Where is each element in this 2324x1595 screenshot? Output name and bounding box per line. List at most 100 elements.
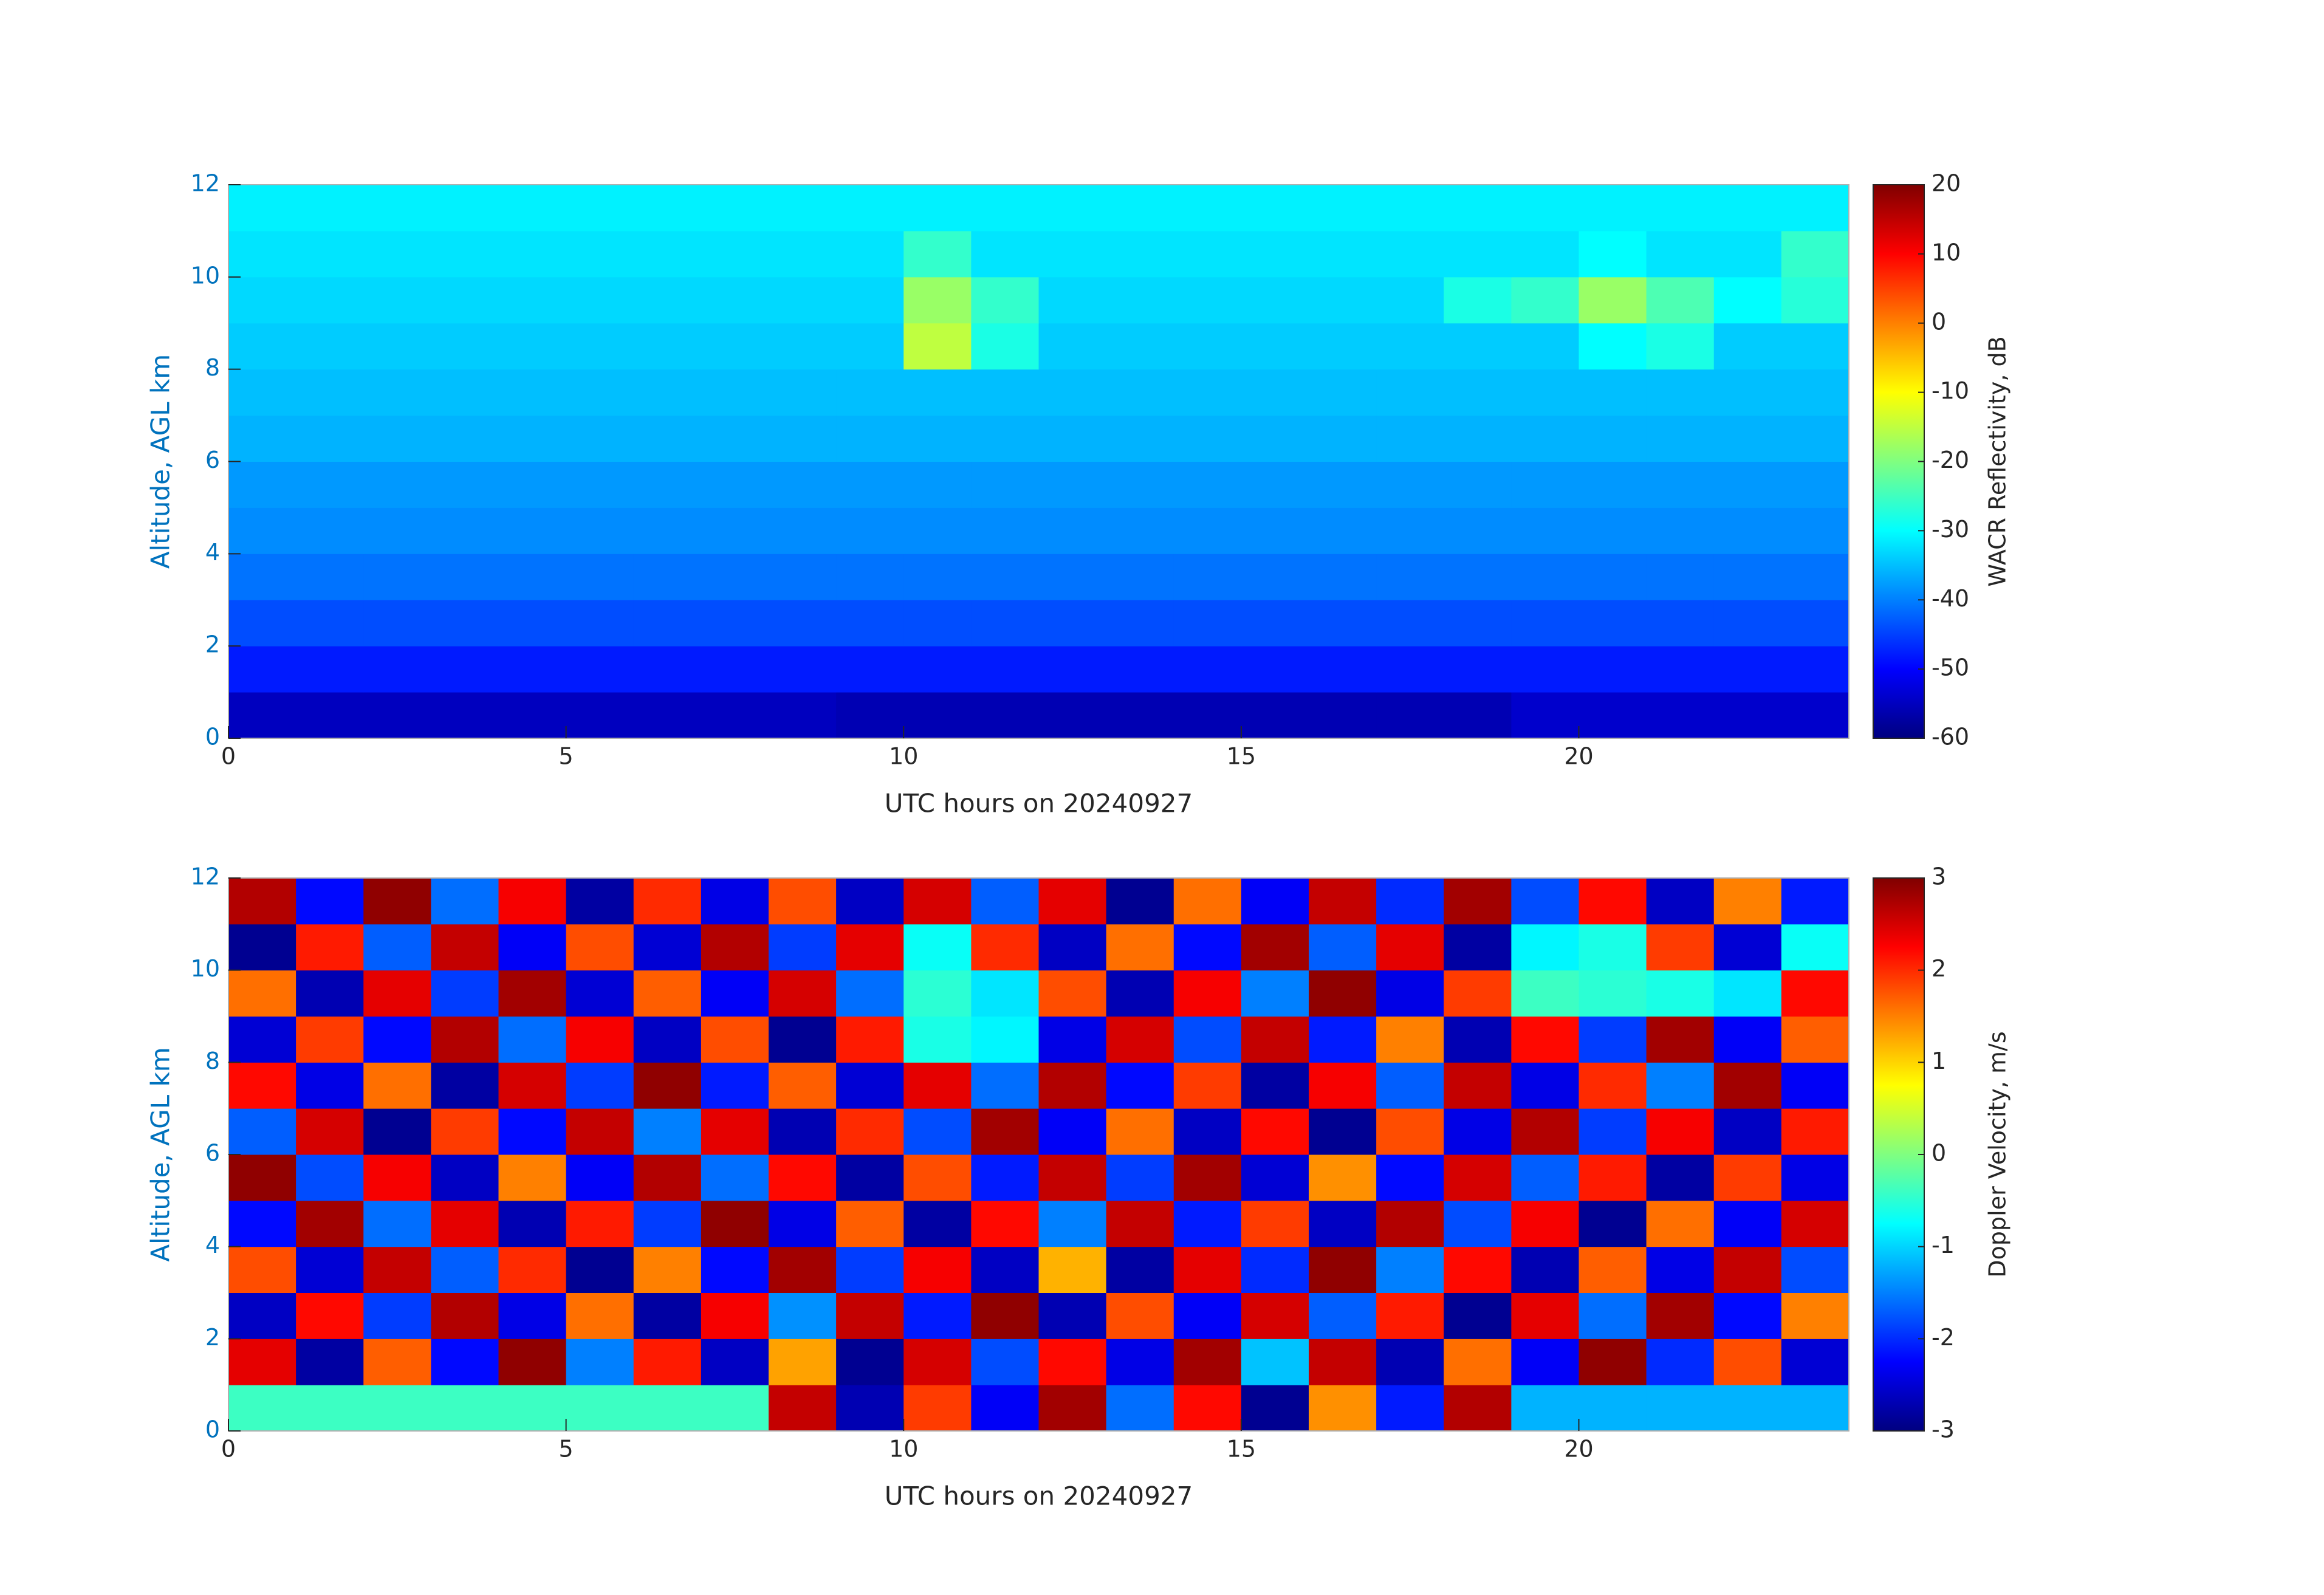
heatmap-cell xyxy=(1578,1062,1647,1109)
heatmap-cell xyxy=(498,230,567,278)
heatmap-cell xyxy=(836,1385,904,1432)
heatmap-cell xyxy=(498,185,567,232)
heatmap-cell xyxy=(1106,1200,1174,1247)
heatmap-cell xyxy=(566,600,634,647)
heatmap-cell xyxy=(1646,323,1715,370)
heatmap-cell xyxy=(971,185,1039,232)
heatmap-cell xyxy=(903,1385,972,1432)
colorbar-tick-label: -3 xyxy=(1932,1416,1955,1443)
heatmap-cell xyxy=(1106,1292,1174,1339)
heatmap-cell xyxy=(903,878,972,925)
heatmap-cell xyxy=(566,185,634,232)
heatmap-cell xyxy=(836,924,904,971)
heatmap-cell xyxy=(431,1292,499,1339)
y-axis-label: Altitude, AGL km xyxy=(146,1047,176,1261)
colorbar-label: Doppler Velocity, m/s xyxy=(1984,1031,2011,1277)
heatmap-cell xyxy=(1309,1062,1377,1109)
heatmap-cell xyxy=(1173,692,1242,739)
heatmap-cell xyxy=(701,1108,769,1155)
heatmap-cell xyxy=(431,1200,499,1247)
heatmap-cell xyxy=(971,1200,1039,1247)
colorbar-tick-label: 1 xyxy=(1932,1048,1946,1074)
y-tick-label: 2 xyxy=(205,631,220,658)
heatmap-cell xyxy=(228,323,296,370)
heatmap-cell xyxy=(769,692,837,739)
heatmap-cell xyxy=(1713,878,1782,925)
heatmap-cell xyxy=(1578,276,1647,324)
heatmap-cell xyxy=(1578,924,1647,971)
heatmap-cell xyxy=(1241,461,1309,508)
heatmap-cell xyxy=(633,1385,702,1432)
heatmap-cell xyxy=(1511,970,1579,1017)
heatmap-cell xyxy=(431,415,499,462)
heatmap-cell xyxy=(836,323,904,370)
heatmap-cell xyxy=(431,230,499,278)
heatmap-cell xyxy=(1376,600,1444,647)
heatmap-cell xyxy=(498,970,567,1017)
x-tick-label: 20 xyxy=(1564,743,1593,770)
heatmap-cell xyxy=(1781,1200,1849,1247)
heatmap-cell xyxy=(903,1339,972,1385)
heatmap xyxy=(228,878,1849,1432)
heatmap-cell xyxy=(566,1385,634,1432)
heatmap-cell xyxy=(1106,1339,1174,1385)
heatmap-cell xyxy=(1646,1292,1715,1339)
heatmap-cell xyxy=(566,507,634,554)
heatmap-cell xyxy=(1173,970,1242,1017)
heatmap-cell xyxy=(1578,1154,1647,1201)
heatmap-cell xyxy=(228,1339,296,1385)
heatmap-cell xyxy=(1309,230,1377,278)
heatmap-cell xyxy=(633,1016,702,1063)
heatmap-cell xyxy=(566,1062,634,1109)
heatmap-cell xyxy=(701,415,769,462)
heatmap-cell xyxy=(431,185,499,232)
heatmap-cell xyxy=(1309,970,1377,1017)
heatmap-cell xyxy=(498,878,567,925)
heatmap-cell xyxy=(1444,1108,1512,1155)
heatmap-cell xyxy=(296,507,364,554)
heatmap-cell xyxy=(431,1108,499,1155)
heatmap-cell xyxy=(431,461,499,508)
heatmap-cell xyxy=(836,1154,904,1201)
heatmap-cell xyxy=(1241,1339,1309,1385)
heatmap-cell xyxy=(1038,415,1107,462)
y-axis-label: Altitude, AGL km xyxy=(146,354,176,569)
heatmap-cell xyxy=(971,507,1039,554)
heatmap-cell xyxy=(1376,1016,1444,1063)
heatmap-cell xyxy=(1511,1016,1579,1063)
heatmap-cell xyxy=(1173,415,1242,462)
heatmap-cell xyxy=(363,1062,431,1109)
heatmap-cell xyxy=(1376,554,1444,600)
heatmap-cell xyxy=(1444,1339,1512,1385)
heatmap-cell xyxy=(701,1385,769,1432)
heatmap-cell xyxy=(228,1385,296,1432)
heatmap-cell xyxy=(1511,1292,1579,1339)
heatmap-cell xyxy=(1038,600,1107,647)
heatmap-cell xyxy=(1444,1200,1512,1247)
heatmap-cell xyxy=(1038,878,1107,925)
heatmap-cell xyxy=(633,369,702,416)
heatmap-cell xyxy=(1646,1339,1715,1385)
heatmap-cell xyxy=(1781,369,1849,416)
heatmap-cell xyxy=(1173,185,1242,232)
heatmap-cell xyxy=(431,369,499,416)
heatmap-cell xyxy=(1444,646,1512,693)
heatmap-cell xyxy=(836,1292,904,1339)
heatmap-cell xyxy=(1309,554,1377,600)
heatmap-cell xyxy=(1309,878,1377,925)
heatmap-cell xyxy=(1511,1154,1579,1201)
heatmap-cell xyxy=(1713,924,1782,971)
heatmap xyxy=(228,185,1849,739)
heatmap-cell xyxy=(498,276,567,324)
heatmap-cell xyxy=(769,1108,837,1155)
x-axis-label: UTC hours on 20240927 xyxy=(885,1481,1193,1511)
heatmap-cell xyxy=(1646,230,1715,278)
heatmap-cell xyxy=(296,1154,364,1201)
heatmap-cell xyxy=(1376,507,1444,554)
heatmap-cell xyxy=(431,646,499,693)
heatmap-cell xyxy=(1241,1154,1309,1201)
heatmap-cell xyxy=(633,924,702,971)
heatmap-cell xyxy=(1038,924,1107,971)
heatmap-cell xyxy=(903,1016,972,1063)
heatmap-cell xyxy=(836,970,904,1017)
